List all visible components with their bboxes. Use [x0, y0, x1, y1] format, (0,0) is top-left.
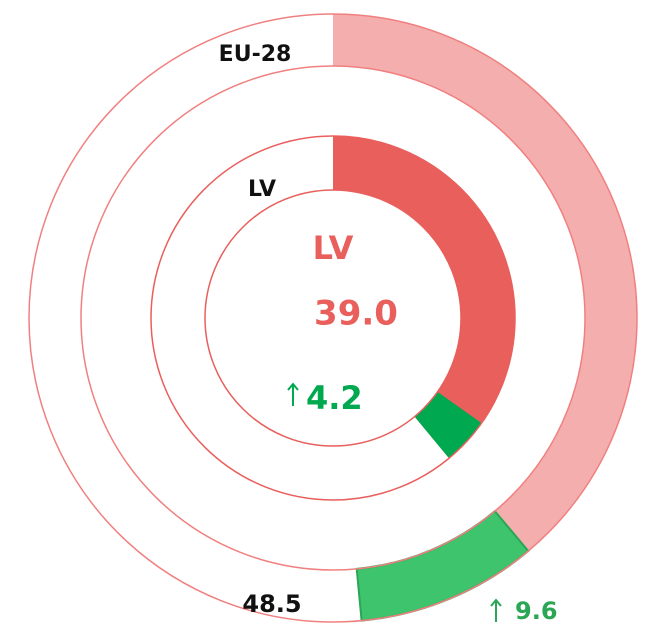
ring-label: EU-28 — [219, 42, 292, 67]
inner-ring-inner-edge — [204, 189, 462, 447]
change-arc — [355, 509, 530, 622]
ring-outlines — [28, 13, 638, 623]
ring-arc — [333, 136, 516, 459]
ring-label: LV — [248, 177, 276, 202]
outer-ring-inner-edge — [80, 65, 586, 571]
outer-ring-edge — [28, 13, 638, 623]
center-value: 39.0 — [314, 294, 398, 334]
up-arrow — [490, 598, 502, 622]
center-change: 4.2 — [306, 379, 363, 417]
inner-ring-edge — [150, 135, 516, 501]
ring-arc — [333, 14, 637, 621]
change-arc — [414, 391, 482, 459]
center-label: LV — [313, 229, 354, 267]
ring-value: 48.5 — [242, 590, 301, 618]
ring-change: 9.6 — [515, 597, 558, 625]
up-arrow — [287, 382, 299, 406]
